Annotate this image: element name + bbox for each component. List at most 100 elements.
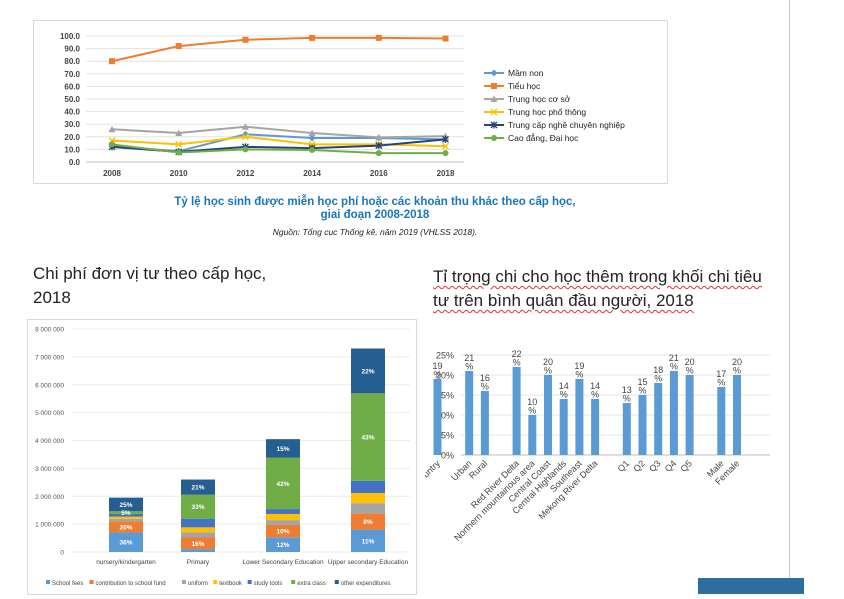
data-point [242,36,249,43]
legend-swatch [247,580,252,584]
legend-label: uniform [188,581,208,587]
data-label-unit: % [560,390,568,400]
legend-label: other expenditures [341,581,391,587]
legend-item: Cao đẳng, Đại học [484,132,579,143]
bar [544,375,552,455]
data-label: 20% [119,524,132,531]
legend-swatch [181,580,186,584]
legend-swatch [213,580,218,584]
legend-item: extra class [291,580,326,587]
data-label-unit: % [575,370,583,380]
legend-label: textbook [219,581,243,587]
bar [528,415,537,455]
legend-item: textbook [213,580,243,587]
bar-segment [351,480,385,493]
data-label-value: 15 [637,377,647,387]
line-chart-title: Tỷ lệ học sinh được miễn học phí hoặc cá… [140,196,610,222]
y-tick-label: 70.0 [64,70,80,79]
share-bar-chart: 25%20%15%10%5%0%19%Whole country21%Urban… [425,349,770,543]
data-label-unit: % [544,366,552,376]
legend-item: Trung học phổ thông [484,107,586,117]
data-point [491,83,497,89]
line-chart-panel: 100.0 90.0 80.0 70.0 60.0 50.0 40.0 30.0 20.0 10.… [33,20,668,184]
legend-item: Mầm non [484,68,544,78]
data-label-unit: % [528,406,536,416]
legend-swatch [46,580,50,584]
x-tick-label: Q4 [663,458,679,474]
bar-segment [109,511,143,514]
bar [512,367,521,455]
stacked-bar-0 [109,497,143,552]
legend-item: Trung học cơ sở [484,94,571,104]
data-label-value: 18 [653,365,663,375]
y-tick-label: 20% [436,371,454,381]
share-chart-heading: Tỉ trọng chi cho học thêm trong khối chi… [433,267,762,310]
bar-segment [351,529,385,552]
data-point [490,108,498,116]
y-tick-label: 1 000 000 [35,522,64,529]
line-chart-title-line1: Tỷ lệ học sinh được miễn học phí hoặc cá… [174,196,576,208]
legend-label: Trung cấp nghề chuyên nghiệp [508,120,625,130]
bar [465,371,474,455]
stacked-bar-3 [351,348,385,552]
bar [733,375,741,455]
data-point [491,135,497,141]
data-label-unit: % [513,358,521,368]
bar [622,403,631,455]
legend-item: study tools [247,580,282,587]
y-tick-label: 2 000 000 [35,494,64,501]
bar [638,395,647,455]
x-tick-label: Q5 [678,458,694,474]
legend-item: Trung cấp nghề chuyên nghiệp [484,120,625,130]
bar-segment [266,520,300,526]
data-label-value: 22 [512,349,522,359]
bar-segment [351,393,385,481]
data-point [109,58,115,65]
y-tick-label: 10% [436,411,454,421]
slide-edge [789,0,790,594]
bar-segment [351,513,385,530]
bar-segment [181,479,215,495]
data-label-value: 21 [669,353,679,363]
x-tick-label: 2012 [237,169,255,178]
legend-item: uniform [181,580,208,587]
data-label-unit: % [623,394,631,404]
data-label-value: 21 [464,353,474,363]
y-tick-label: 3 000 000 [35,466,64,473]
y-tick-label: 15% [436,391,454,401]
stacked-bar-chart: 8 000 000 7 000 000 6 000 000 5 000 000 4 00… [35,327,410,587]
series-5 [109,141,449,157]
data-label-value: 14 [590,381,600,391]
y-tick-label: 30.0 [64,120,80,129]
data-label-unit: % [733,366,741,376]
x-tick-label: 2014 [303,169,321,178]
line-chart-title-line2: giai đoạn 2008-2018 [320,209,430,221]
data-label: 12% [276,542,289,549]
y-tick-label: 7 000 000 [35,354,64,361]
y-tick-label: 10.0 [64,145,80,154]
data-label: 21% [191,485,204,492]
data-label: 25% [119,502,132,509]
legend-label: contribution to school fund [96,581,166,587]
y-tick-label: 90.0 [64,45,80,54]
bar [685,375,694,455]
legend-label: Cao đẳng, Đại học [508,132,579,143]
stacked-chart-panel: 8 000 000 7 000 000 6 000 000 5 000 000 4 00… [27,319,417,595]
line-chart-source: Nguồn: Tổng cục Thống kê, năm 2019 (VHLS… [272,227,478,237]
x-tick-label: Q1 [616,458,632,474]
data-label-value: 20 [685,357,695,367]
data-label-value: 17 [716,369,726,379]
data-label-unit: % [481,382,489,392]
bar-segment [109,497,143,512]
legend-item: contribution to school fund [89,580,166,587]
data-point [175,43,182,50]
stacked-chart-heading: Chi phí đơn vị tư theo cấp học, 2018 [33,264,267,307]
data-label-value: 20 [732,357,742,367]
data-label: 22% [361,368,374,375]
data-point [308,129,316,137]
legend-swatch [291,580,296,584]
data-label: 8% [363,519,373,526]
legend-item: Tiểu học [484,81,541,91]
legend-label: Trung học phổ thông [508,107,586,117]
data-label-unit: % [717,378,725,388]
